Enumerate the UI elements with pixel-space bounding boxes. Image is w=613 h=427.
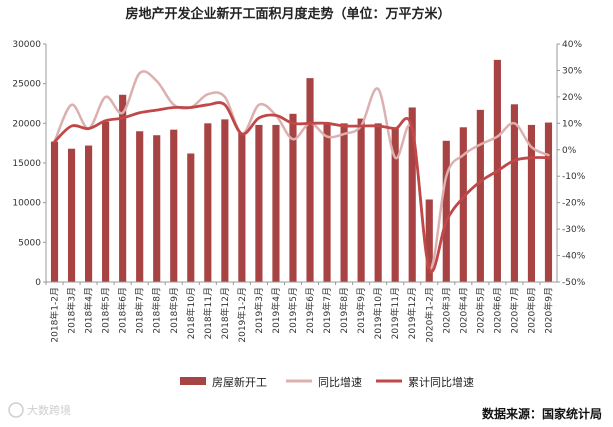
x-tick-label: 2018年6月 (117, 287, 129, 334)
watermark: 大数跨境 (8, 402, 71, 418)
bar (289, 113, 297, 283)
bar (374, 123, 382, 282)
bar (425, 199, 433, 282)
left-tick-label: 10000 (12, 199, 41, 209)
x-tick-label: 2018年11月 (202, 287, 214, 339)
bar (221, 119, 229, 282)
x-tick-label: 2019年5月 (287, 287, 299, 334)
x-tick-label: 2020年6月 (491, 287, 503, 334)
chart-title: 房地产开发企业新开工面积月度走势（单位：万平方米） (125, 6, 450, 22)
bar (357, 118, 365, 282)
x-tick-label: 2020年8月 (525, 287, 537, 334)
bar (187, 153, 195, 282)
x-tick-label: 2018年10月 (185, 287, 197, 339)
bar (442, 140, 450, 282)
x-tick-label: 2018年5月 (100, 287, 112, 334)
x-tick-label: 2019年4月 (270, 287, 282, 334)
x-tick-label: 2018年12月 (219, 287, 231, 339)
bar (544, 122, 553, 282)
legend: 房屋新开工 同比增速 累计同比增速 (180, 375, 474, 389)
legend-swatch-bar (180, 377, 206, 385)
x-tick-label: 2019年11月 (389, 287, 401, 339)
bar (204, 123, 212, 282)
right-tick-label: -50% (562, 278, 586, 288)
x-tick-label: 2018年3月 (66, 287, 78, 334)
watermark-text: 大数跨境 (27, 403, 71, 417)
x-tick-label: 2018年4月 (83, 287, 95, 334)
x-tick-label: 2018年8月 (151, 287, 163, 334)
x-tick-label: 2019年1-2月 (236, 287, 248, 343)
data-source: 数据来源：国家统计局 (482, 406, 602, 421)
bar (391, 127, 399, 282)
x-tick-label: 2019年3月 (253, 287, 265, 334)
left-y-axis: 0 5000 10000 15000 20000 25000 30000 (12, 40, 47, 288)
x-tick-label: 2018年7月 (134, 287, 146, 334)
bar (85, 145, 93, 282)
x-tick-label: 2019年9月 (355, 287, 367, 334)
x-tick-label: 2019年10月 (372, 287, 384, 339)
x-axis: 2018年1-2月 2018年3月 2018年4月 2018年5月 2018年6月 201… (45, 281, 557, 343)
right-tick-label: -40% (562, 252, 586, 262)
x-tick-label: 2019年8月 (338, 287, 350, 334)
bar (170, 129, 178, 282)
left-tick-label: 5000 (18, 238, 41, 248)
bar (340, 123, 348, 282)
bar (67, 148, 76, 282)
legend-label-cum: 累计同比增速 (408, 375, 474, 389)
bar (50, 141, 59, 282)
bar (238, 132, 246, 282)
bar (255, 124, 263, 282)
bar (408, 107, 416, 282)
x-tick-label: 2020年5月 (474, 287, 486, 334)
left-tick-label: 15000 (12, 159, 41, 169)
x-tick-label: 2018年9月 (168, 287, 180, 334)
bar (102, 121, 110, 282)
legend-label-bar: 房屋新开工 (212, 375, 267, 389)
bar (153, 135, 161, 282)
cumulative-growth-line (53, 101, 550, 274)
right-tick-label: 20% (562, 93, 582, 103)
left-tick-label: 25000 (12, 80, 41, 90)
right-tick-label: 40% (562, 40, 582, 50)
bar (306, 78, 314, 282)
right-tick-label: -10% (562, 172, 586, 182)
right-tick-label: -20% (562, 199, 586, 209)
legend-label-yoy: 同比增速 (318, 375, 362, 389)
bar (510, 104, 518, 282)
bar (459, 127, 467, 282)
yoy-growth-line (53, 70, 550, 271)
x-tick-label: 2019年12月 (406, 287, 418, 339)
left-tick-label: 30000 (12, 40, 41, 50)
x-tick-label: 2020年1-2月 (423, 287, 435, 343)
right-tick-label: 10% (562, 119, 582, 129)
watermark-logo-icon (8, 402, 24, 418)
bar (476, 109, 484, 282)
left-tick-label: 20000 (12, 119, 41, 129)
left-tick-label: 0 (35, 278, 41, 288)
bar (136, 131, 144, 282)
x-tick-label: 2020年4月 (457, 287, 469, 334)
x-tick-label: 2019年7月 (321, 287, 333, 334)
right-y-axis: -50% -40% -30% -20% -10% 0% 10% 20% 30% 40% (556, 40, 586, 288)
x-tick-label: 2020年9月 (542, 287, 554, 334)
x-tick-label: 2020年3月 (440, 287, 452, 334)
x-tick-label: 2019年6月 (304, 287, 316, 334)
bar (119, 94, 127, 282)
plot-area (50, 59, 553, 283)
x-tick-label: 2018年1-2月 (49, 287, 61, 343)
bar (323, 122, 331, 282)
right-tick-label: -30% (562, 225, 586, 235)
right-tick-label: 0% (562, 146, 577, 156)
right-tick-label: 30% (562, 66, 582, 76)
bar (272, 124, 280, 282)
x-tick-label: 2020年7月 (508, 287, 520, 334)
bar (527, 124, 536, 282)
